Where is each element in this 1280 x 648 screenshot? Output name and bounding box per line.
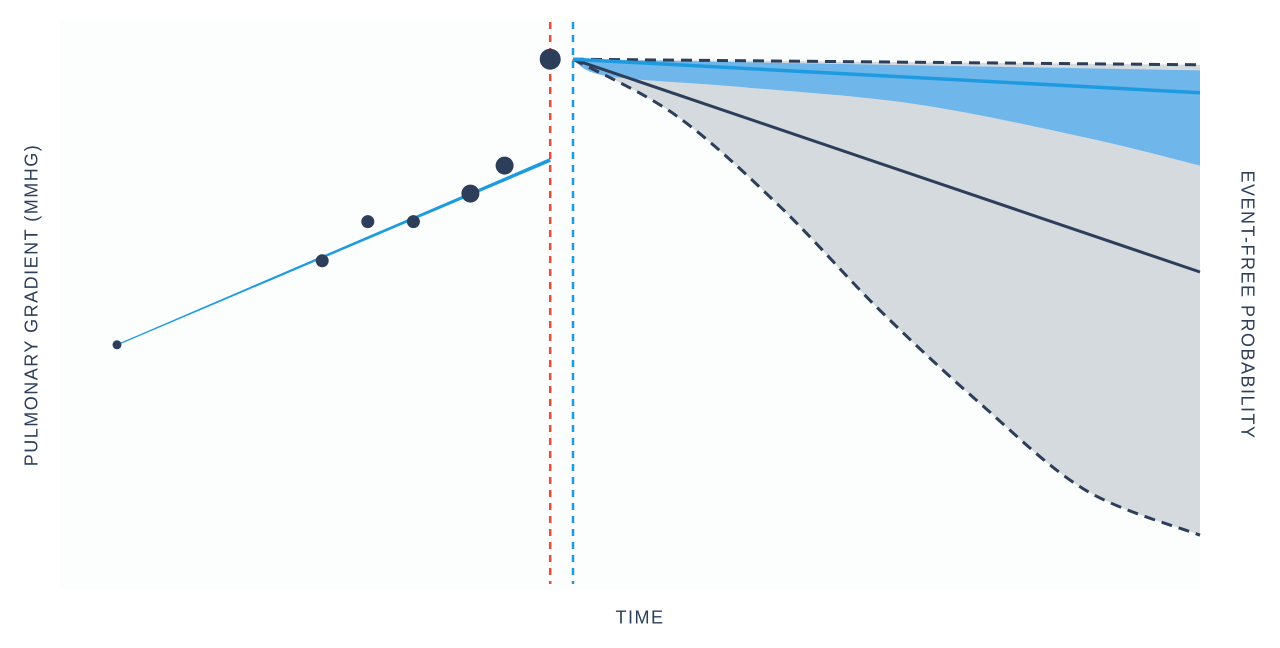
x-axis-label: TIME bbox=[615, 607, 665, 628]
band-dark-series bbox=[573, 59, 1200, 536]
observation-point-1 bbox=[112, 340, 122, 350]
observation-point-3 bbox=[361, 215, 375, 229]
dot-layer bbox=[112, 48, 561, 350]
y-axis-label-left: PULMONARY GRADIENT (MMHG) bbox=[21, 143, 42, 467]
grey-band-layer bbox=[573, 59, 1200, 536]
observation-point-4 bbox=[406, 215, 420, 229]
dark-series-lower-bound bbox=[572, 57, 1201, 537]
prediction-start-point bbox=[539, 48, 561, 70]
y-axis-label-right: EVENT-FREE PROBABILITY bbox=[1237, 170, 1258, 440]
blue-series-mean-line bbox=[572, 57, 1201, 95]
line-layer bbox=[116, 57, 1201, 537]
observation-point-2 bbox=[315, 254, 329, 268]
observation-point-5 bbox=[461, 184, 480, 203]
marker-layer bbox=[548, 22, 575, 584]
dark-series-mean-line bbox=[572, 57, 1201, 274]
history-trend-line bbox=[116, 158, 551, 346]
dark-series-upper-bound bbox=[572, 57, 1201, 67]
observation-point-6 bbox=[495, 156, 514, 175]
